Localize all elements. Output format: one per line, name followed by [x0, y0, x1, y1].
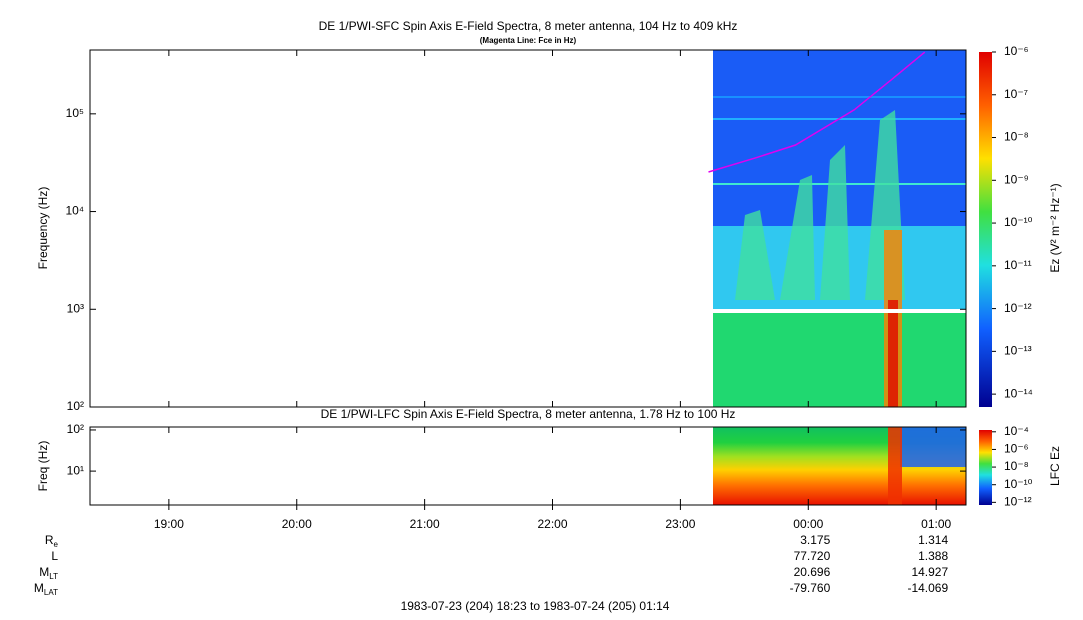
- fce-line: [708, 51, 926, 173]
- colorbar-tick-label: 10⁻¹²: [1004, 495, 1032, 509]
- y-tick-label: 10⁵: [66, 106, 84, 120]
- x-tick-label: 22:00: [537, 517, 567, 531]
- y-axis-label: Frequency (Hz): [36, 187, 50, 270]
- row-label-main: M: [39, 565, 49, 579]
- chart-title: DE 1/PWI-LFC Spin Axis E-Field Spectra, …: [321, 407, 736, 421]
- colorbar-tick-label: 10⁻⁹: [1004, 172, 1029, 186]
- colorbar: [979, 430, 992, 505]
- row-value: 77.720: [794, 549, 831, 563]
- colorbar-label: LFC Ez: [1048, 446, 1062, 486]
- row-label-sub: e: [54, 540, 59, 549]
- colorbar-tick-label: 10⁻⁷: [1004, 87, 1028, 101]
- row-label-sub: LT: [49, 572, 58, 581]
- x-tick-label: 21:00: [410, 517, 440, 531]
- colorbar-tick-label: 10⁻⁸: [1004, 459, 1029, 473]
- footer: 1983-07-23 (204) 18:23 to 1983-07-24 (20…: [401, 599, 670, 613]
- colorbar-tick-label: 10⁻⁶: [1004, 44, 1029, 58]
- row-label-main: R: [45, 533, 54, 547]
- colorbar-label: Ez (V² m⁻² Hz⁻¹): [1048, 183, 1062, 272]
- row-value: 3.175: [800, 533, 830, 547]
- row-label: MLT: [39, 565, 58, 581]
- colorbar-tick-label: 10⁻⁸: [1004, 130, 1029, 144]
- row-value: -14.069: [907, 581, 948, 595]
- colorbar-tick-label: 10⁻⁴: [1004, 424, 1029, 438]
- row-label-main: L: [51, 549, 58, 563]
- colorbar-tick-label: 10⁻¹⁰: [1004, 215, 1033, 229]
- plot-frame: [89, 49, 967, 408]
- colorbar-tick-label: 10⁻¹¹: [1004, 258, 1032, 272]
- colorbar-tick-label: 10⁻⁶: [1004, 442, 1029, 456]
- row-label-main: M: [34, 581, 44, 595]
- colorbar-tick-label: 10⁻¹²: [1004, 301, 1032, 315]
- row-label: MLAT: [34, 581, 58, 597]
- row-value: 20.696: [794, 565, 831, 579]
- colorbar-tick-label: 10⁻¹⁴: [1004, 386, 1033, 400]
- y-tick-label: 10²: [67, 422, 84, 436]
- row-value: 1.314: [918, 533, 948, 547]
- row-value: 1.388: [918, 549, 948, 563]
- chart-title: DE 1/PWI-SFC Spin Axis E-Field Spectra, …: [319, 19, 738, 33]
- y-tick-label: 10⁴: [65, 204, 84, 218]
- colorbar-tick-label: 10⁻¹³: [1004, 344, 1032, 358]
- x-tick-label: 20:00: [282, 517, 312, 531]
- chart-subtitle: (Magenta Line: Fce in Hz): [480, 36, 577, 45]
- y-tick-label: 10¹: [67, 463, 84, 477]
- row-value: 14.927: [911, 565, 948, 579]
- x-tick-label: 01:00: [921, 517, 951, 531]
- colorbar: [979, 52, 992, 407]
- spectrogram-texture: [713, 50, 966, 505]
- y-tick-label: 10²: [67, 399, 84, 413]
- y-axis-label: Freq (Hz): [36, 441, 50, 492]
- x-tick-label: 23:00: [665, 517, 695, 531]
- row-value: -79.760: [790, 581, 831, 595]
- colorbar-tick-label: 10⁻¹⁰: [1004, 477, 1033, 491]
- x-tick-label: 00:00: [793, 517, 823, 531]
- y-tick-label: 10³: [67, 301, 84, 315]
- row-label: L: [51, 549, 58, 563]
- row-label-sub: LAT: [44, 588, 58, 597]
- row-label: Re: [45, 533, 59, 549]
- x-tick-label: 19:00: [154, 517, 184, 531]
- plot-frame: [89, 426, 967, 506]
